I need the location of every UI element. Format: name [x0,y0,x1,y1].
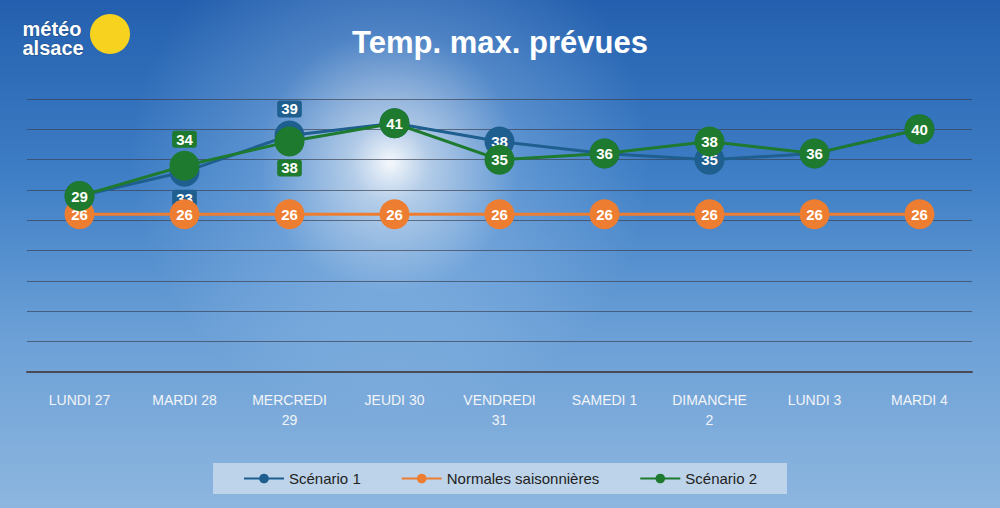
svg-text:MARDI 28: MARDI 28 [152,392,217,408]
svg-text:26: 26 [491,206,508,223]
svg-text:40: 40 [911,121,928,138]
svg-text:31: 31 [492,412,508,428]
svg-text:38: 38 [281,159,298,176]
svg-text:26: 26 [911,206,928,223]
svg-text:météo: météo [22,17,82,40]
svg-text:36: 36 [596,145,613,162]
svg-text:29: 29 [282,412,298,428]
svg-text:MARDI 4: MARDI 4 [891,392,948,408]
svg-text:36: 36 [806,145,823,162]
svg-text:39: 39 [281,100,298,117]
svg-text:26: 26 [71,205,88,223]
svg-text:JEUDI 30: JEUDI 30 [365,392,425,408]
svg-text:Scénario 2: Scénario 2 [685,470,757,487]
svg-text:26: 26 [281,206,298,223]
svg-text:DIMANCHE: DIMANCHE [672,392,747,408]
svg-text:41: 41 [386,115,403,132]
svg-text:33: 33 [176,189,193,207]
svg-text:LUNDI 3: LUNDI 3 [788,392,842,408]
svg-text:26: 26 [701,206,718,223]
svg-text:29: 29 [71,188,88,205]
svg-text:LUNDI 27: LUNDI 27 [49,392,111,408]
svg-text:2: 2 [706,412,714,428]
svg-text:26: 26 [386,206,403,223]
svg-text:38: 38 [491,133,508,150]
svg-text:SAMEDI 1: SAMEDI 1 [572,392,638,408]
svg-text:26: 26 [176,206,193,223]
svg-text:26: 26 [806,206,823,223]
svg-text:Temp. max. prévues: Temp. max. prévues [352,25,648,60]
svg-text:alsace: alsace [23,37,84,59]
svg-text:35: 35 [701,151,718,169]
svg-text:35: 35 [491,151,508,168]
svg-text:Normales saisonnières: Normales saisonnières [447,470,600,487]
svg-text:34: 34 [176,131,193,148]
svg-text:VENDREDI: VENDREDI [463,392,535,408]
svg-text:MERCREDI: MERCREDI [252,392,327,408]
svg-text:26: 26 [596,206,613,223]
svg-text:Scénario 1: Scénario 1 [289,470,361,487]
svg-text:38: 38 [701,133,718,150]
